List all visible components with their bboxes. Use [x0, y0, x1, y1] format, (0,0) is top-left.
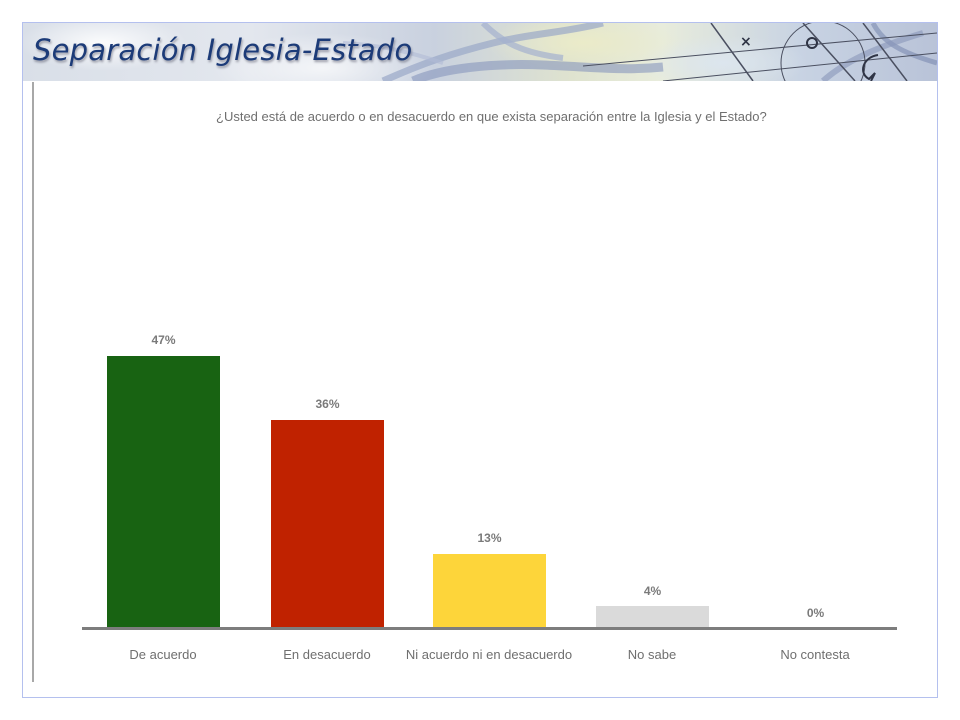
svg-text:×: × — [740, 34, 752, 50]
bar-en-desacuerdo — [271, 420, 384, 628]
bar-value-label: 4% — [643, 584, 662, 598]
chart-title: ¿Usted está de acuerdo o en desacuerdo e… — [216, 109, 767, 124]
x-axis-label: De acuerdo — [129, 647, 197, 662]
header-banner: × Separación Iglesia-Estado — [23, 23, 937, 81]
bar-value-label: 0% — [806, 606, 825, 620]
x-axis-line — [82, 627, 897, 630]
bar-de-acuerdo — [107, 356, 220, 628]
bar-no-sabe — [596, 606, 709, 628]
x-axis-label: En desacuerdo — [283, 647, 371, 662]
x-axis-label: Ni acuerdo ni en desacuerdo — [405, 647, 573, 662]
page-title: Separación Iglesia-Estado — [33, 33, 413, 67]
bar-ni-acuerdo-ni-desacuerdo — [433, 554, 546, 628]
banner-decoration-icon: × — [342, 23, 937, 81]
x-axis-label: No contesta — [780, 647, 850, 662]
x-axis-label: No sabe — [627, 647, 677, 662]
bar-value-label: 47% — [151, 333, 176, 347]
bar-value-label: 36% — [315, 397, 340, 411]
left-divider — [32, 82, 34, 682]
bar-value-label: 13% — [477, 531, 502, 545]
